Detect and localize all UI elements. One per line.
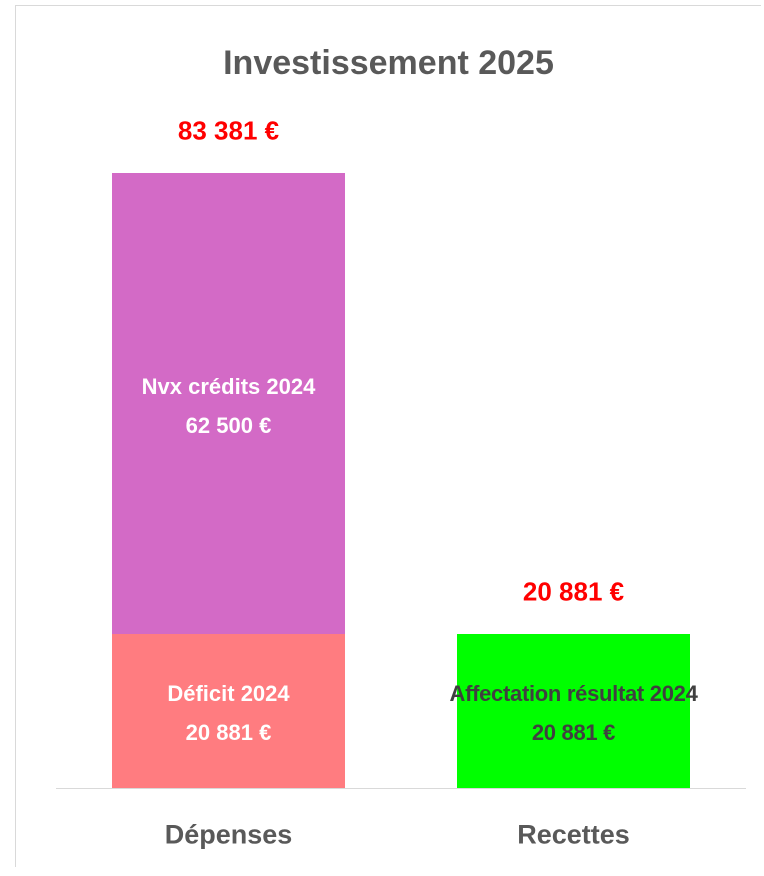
bar-segment	[112, 173, 345, 635]
segment-label: Affectation résultat 2024 20 881 €	[439, 674, 709, 752]
chart-title: Investissement 2025	[223, 44, 554, 82]
value-label: 20 881 €	[531, 720, 616, 745]
segment-label: Nvx crédits 2024 62 500 €	[141, 367, 316, 445]
chart: Investissement 2025 Déficit 2024 20 881 €…	[15, 5, 761, 867]
bar-segment	[457, 634, 690, 788]
total-label: 20 881 €	[522, 576, 625, 607]
x-tick-label: Recettes	[517, 819, 630, 850]
baseline	[56, 788, 746, 789]
segment-label: Déficit 2024 20 881 €	[141, 674, 316, 752]
value-label: 20 881 €	[185, 720, 272, 745]
value-label: 62 500 €	[185, 412, 272, 438]
series-name: Nvx crédits 2024	[141, 373, 316, 399]
total-label: 83 381 €	[177, 115, 280, 146]
series-name: Affectation résultat 2024	[449, 681, 698, 706]
x-tick-label: Dépenses	[164, 819, 293, 850]
bar-segment	[112, 634, 345, 788]
series-name: Déficit 2024	[167, 681, 290, 706]
